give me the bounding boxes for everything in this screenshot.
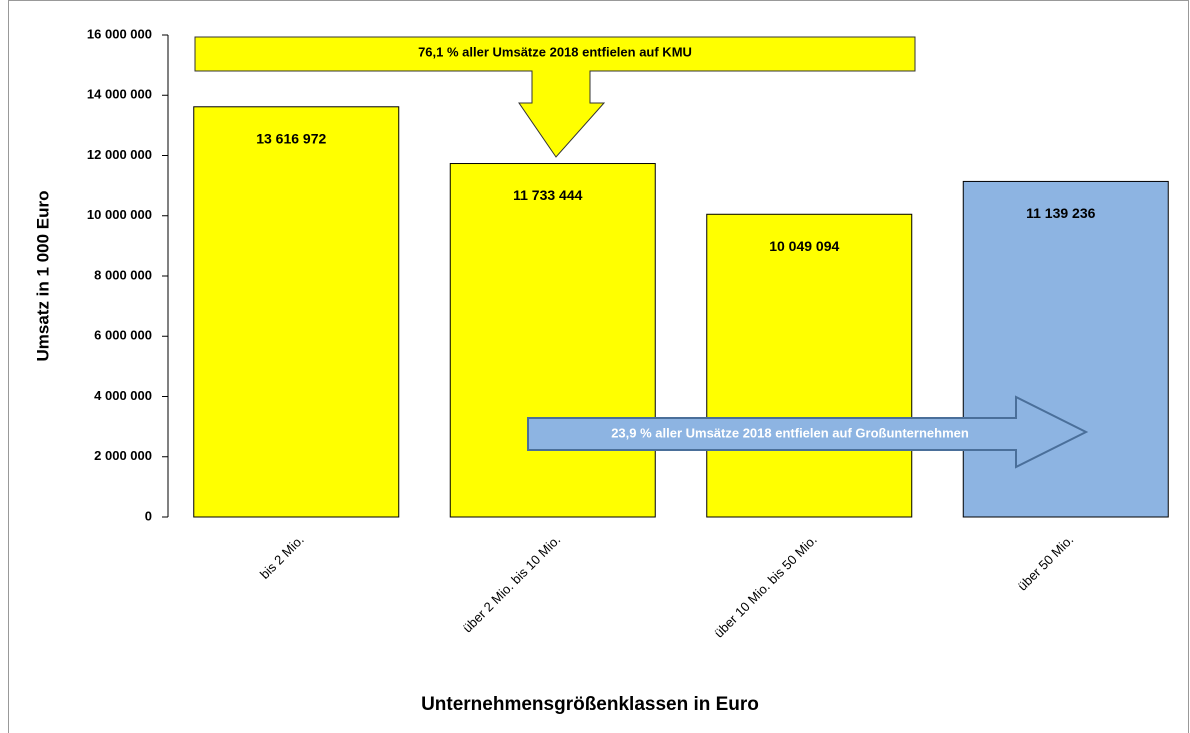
- value-label: 11 733 444: [513, 187, 583, 203]
- large-callout: 23,9 % aller Umsätze 2018 entfielen auf …: [527, 395, 1089, 469]
- annotation: 76,1 % aller Umsätze 2018 entfielen auf …: [418, 44, 692, 59]
- y-tick-label: 12 000 000: [87, 147, 152, 162]
- y-tick-label: 2 000 000: [94, 448, 152, 463]
- y-tick-label: 16 000 000: [87, 26, 152, 41]
- value-label: 10 049 094: [769, 238, 839, 254]
- plot: 0 2 000 000 4 000 000 6 000 000 8 000 000 10 …: [87, 26, 1169, 641]
- frame: [8, 0, 1189, 733]
- y-axis-title: Umsatz in 1 000 Euro: [33, 190, 52, 361]
- x-tick-label: bis 2 Mio.: [257, 532, 307, 582]
- bar: [449, 163, 656, 518]
- value-label: 11 139 236: [1026, 205, 1096, 221]
- bar: [962, 180, 1169, 518]
- y-tick-label: 8 000 000: [94, 267, 152, 282]
- value-label: 13 616 972: [256, 130, 326, 146]
- y-tick-label: 4 000 000: [94, 388, 152, 403]
- bar: [193, 106, 400, 518]
- callout-arrow: [527, 395, 1089, 469]
- x-tick-label: über 2 Mio. bis 10 Mio.: [460, 532, 564, 636]
- x-axis-title: Unternehmensgrößenklassen in Euro: [421, 694, 759, 715]
- annotation: 23,9 % aller Umsätze 2018 entfielen auf …: [611, 425, 969, 440]
- bar: [706, 213, 913, 518]
- y-tick-label: 10 000 000: [87, 207, 152, 222]
- kmu-callout: 76,1 % aller Umsätze 2018 entfielen auf …: [194, 36, 916, 158]
- y-tick-label: 0: [145, 508, 152, 523]
- x-tick-label: über 10 Mio. bis 50 Mio.: [711, 532, 820, 641]
- x-tick-label: über 50 Mio.: [1015, 532, 1077, 594]
- y-tick-label: 6 000 000: [94, 328, 152, 343]
- y-tick-label: 14 000 000: [87, 87, 152, 102]
- callout-arrow: [194, 36, 916, 158]
